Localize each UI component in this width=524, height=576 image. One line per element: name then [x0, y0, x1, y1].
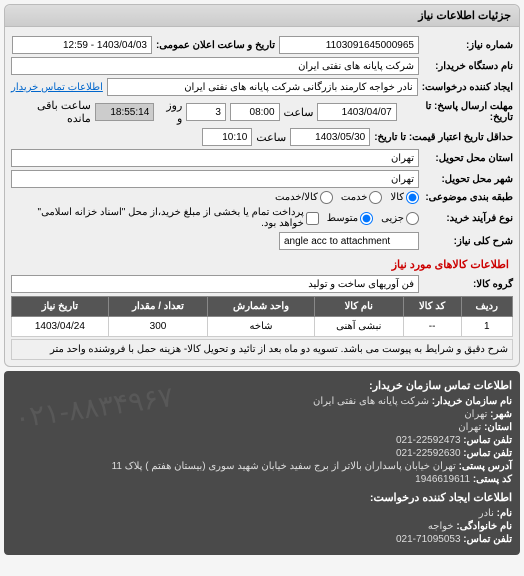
remain-label: ساعت باقی مانده: [11, 99, 91, 125]
td-1: --: [403, 317, 461, 337]
cat-goods-input[interactable]: [406, 191, 419, 204]
cat-goods-label: کالا: [390, 192, 404, 203]
proc-mid-radio[interactable]: متوسط: [327, 212, 373, 225]
th-4: تعداد / مقدار: [108, 297, 207, 317]
proc-low-input[interactable]: [406, 212, 419, 225]
cpost-label: کد پستی:: [473, 474, 512, 485]
cat-service-input[interactable]: [369, 191, 382, 204]
org-label: نام سازمان خریدار:: [432, 396, 512, 407]
cphone-label: تلفن تماس:: [463, 435, 512, 446]
cpost-value: 1946619611: [415, 474, 470, 485]
remain-field: 18:55:14: [95, 103, 154, 121]
buyer-name-field: شرکت پایانه های نفتی ایران: [11, 57, 419, 75]
desc-field: angle acc to attachment: [279, 232, 419, 250]
desc-label: شرح کلی نیاز:: [423, 236, 513, 247]
delivery-state-label: استان محل تحویل:: [423, 153, 513, 164]
panel-title: جزئیات اطلاعات نیاز: [5, 5, 519, 27]
cat-gs-label: کالا/خدمت: [275, 192, 318, 203]
validity-label: حداقل تاریخ اعتبار قیمت: تا تاریخ:: [374, 132, 513, 143]
cphone-value: 22592473-021: [396, 435, 461, 446]
ccphone-label: تلفن تماس:: [463, 534, 512, 545]
req-no-label: شماره نیاز:: [423, 40, 513, 51]
creator-title: اطلاعات ایجاد کننده درخواست:: [12, 491, 512, 504]
td-2: نبشی آهنی: [314, 317, 403, 337]
caddr-value: تهران خیابان پاسداران بالاتر از برج سفید…: [112, 461, 456, 472]
buyer-name-label: نام دستگاه خریدار:: [423, 61, 513, 72]
th-3: واحد شمارش: [208, 297, 315, 317]
deadline-date-field: 1403/04/07: [317, 103, 396, 121]
cfax-label: تلفن تماس:: [463, 448, 512, 459]
delivery-state-field: تهران: [11, 149, 419, 167]
cat-service-radio[interactable]: خدمت: [341, 191, 383, 204]
panel-body: شماره نیاز: 1103091645000965 تاریخ و ساع…: [5, 27, 519, 366]
proc-note-label: پرداخت تمام یا بخشی از مبلغ خرید،از محل …: [11, 207, 304, 229]
proc-note-input[interactable]: [306, 212, 319, 225]
clname-value: خواجه: [428, 521, 454, 532]
contact-title: اطلاعات تماس سازمان خریدار:: [12, 379, 512, 392]
contact-panel: ۰۲۱-۸۸۳۴۹۶۷ اطلاعات تماس سازمان خریدار: …: [4, 371, 520, 555]
contact-link[interactable]: اطلاعات تماس خریدار: [11, 82, 103, 93]
creator-label: ایجاد کننده درخواست:: [422, 82, 513, 93]
days-field: 3: [186, 103, 226, 121]
validity-time-field: 10:10: [202, 128, 252, 146]
goods-group-label: گروه کالا:: [423, 279, 513, 290]
cat-gs-input[interactable]: [320, 191, 333, 204]
clname-label: نام خانوادگی:: [456, 521, 512, 532]
cname-label: نام:: [497, 508, 512, 519]
td-0: 1: [461, 317, 512, 337]
proc-mid-label: متوسط: [327, 213, 358, 224]
proc-low-label: جزیی: [381, 213, 404, 224]
ccity-value: تهران: [464, 409, 487, 420]
proc-low-radio[interactable]: جزیی: [381, 212, 419, 225]
org-value: شرکت پایانه های نفتی ایران: [313, 396, 429, 407]
announce-field: 1403/04/03 - 12:59: [12, 36, 152, 54]
category-label: طبقه بندی موضوعی:: [423, 192, 513, 203]
time-label-1: ساعت: [284, 106, 314, 119]
req-no-field: 1103091645000965: [279, 36, 419, 54]
th-5: تاریخ نیاز: [12, 297, 109, 317]
process-label: نوع فرآیند خرید:: [423, 213, 513, 224]
cstate-value: تهران: [458, 422, 481, 433]
items-table: ردیف کد کالا نام کالا واحد شمارش تعداد /…: [11, 296, 513, 337]
cname-value: نادر: [479, 508, 494, 519]
cat-service-label: خدمت: [341, 192, 368, 203]
td-4: 300: [108, 317, 207, 337]
th-0: ردیف: [461, 297, 512, 317]
proc-mid-input[interactable]: [360, 212, 373, 225]
details-panel: جزئیات اطلاعات نیاز شماره نیاز: 11030916…: [4, 4, 520, 367]
ccity-label: شهر:: [490, 409, 512, 420]
cat-goods-service-radio[interactable]: کالا/خدمت: [275, 191, 333, 204]
cat-goods-radio[interactable]: کالا: [390, 191, 419, 204]
th-1: کد کالا: [403, 297, 461, 317]
delivery-city-field: تهران: [11, 170, 419, 188]
table-note: شرح دقیق و شرایط به پیوست می باشد. تسویه…: [11, 339, 513, 360]
table-header-row: ردیف کد کالا نام کالا واحد شمارش تعداد /…: [12, 297, 513, 317]
deadline-label: مهلت ارسال پاسخ: تا تاریخ:: [401, 101, 513, 123]
category-radios: کالا خدمت کالا/خدمت: [275, 191, 419, 204]
table-row[interactable]: 1 -- نبشی آهنی شاخه 300 1403/04/24: [12, 317, 513, 337]
validity-date-field: 1403/05/30: [290, 128, 370, 146]
goods-group-field: فن آوریهای ساخت و تولید: [11, 275, 419, 293]
caddr-label: آدرس پستی:: [459, 461, 512, 472]
deadline-time-field: 08:00: [230, 103, 280, 121]
goods-info-title: اطلاعات کالاهای مورد نیاز: [15, 258, 509, 271]
th-2: نام کالا: [314, 297, 403, 317]
ccphone-value: 71095053-021: [396, 534, 461, 545]
creator-field: نادر خواجه کارمند بازرگانی شرکت پایانه ه…: [107, 78, 418, 96]
proc-note-check[interactable]: پرداخت تمام یا بخشی از مبلغ خرید،از محل …: [11, 207, 319, 229]
delivery-city-label: شهر محل تحویل:: [423, 174, 513, 185]
days-label: روز و: [158, 99, 182, 125]
cfax-value: 22592630-021: [396, 448, 461, 459]
time-label-2: ساعت: [256, 131, 286, 144]
cstate-label: استان:: [484, 422, 512, 433]
td-5: 1403/04/24: [12, 317, 109, 337]
td-3: شاخه: [208, 317, 315, 337]
announce-label: تاریخ و ساعت اعلان عمومی:: [156, 40, 275, 51]
process-radios: جزیی متوسط پرداخت تمام یا بخشی از مبلغ خ…: [11, 207, 419, 229]
